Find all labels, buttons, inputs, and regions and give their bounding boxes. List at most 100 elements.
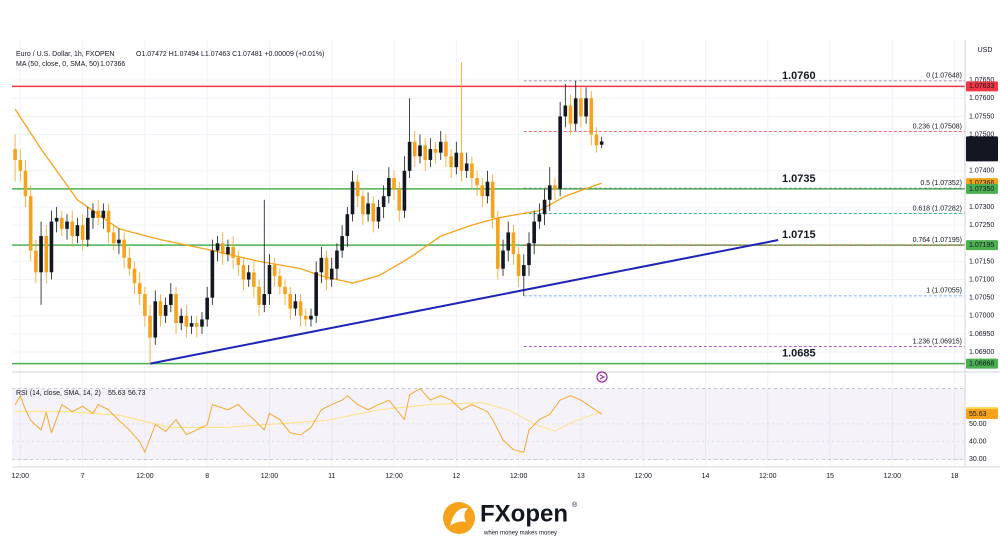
level-label: 1.0760 <box>782 70 816 82</box>
candle-body <box>568 105 573 124</box>
candle-body <box>23 170 28 197</box>
candle-body <box>553 185 557 189</box>
candle-body <box>117 239 121 244</box>
candle-body <box>278 275 282 287</box>
y-tick-label: 1.07650 <box>969 77 994 84</box>
fib-label: 0 (1.07648) <box>926 73 962 80</box>
candle-body <box>433 149 438 153</box>
y-tick-label: 1.07050 <box>969 295 994 302</box>
x-tick-label: 12:00 <box>510 473 528 480</box>
candle-body <box>194 323 199 327</box>
candle-body <box>34 250 38 273</box>
candle-body <box>501 250 505 269</box>
candle-body <box>584 98 588 117</box>
candle-body <box>215 243 220 251</box>
x-tick-label: 12:00 <box>261 473 279 480</box>
candle-body <box>283 286 287 295</box>
candle-body <box>226 246 230 255</box>
price-badge-label: 1.07366 <box>969 180 994 187</box>
candle-body <box>511 232 516 255</box>
candle-body <box>293 301 298 309</box>
candle-body <box>111 232 116 244</box>
symbol-title: Euro / U.S. Dollar, 1h, FXOPEN <box>16 51 114 58</box>
price-badge <box>966 409 998 420</box>
candle-body <box>272 265 277 276</box>
rsi-ma-line <box>15 402 602 432</box>
candle-body <box>106 210 111 233</box>
candle-body <box>428 149 433 160</box>
logo-glyph <box>450 507 468 526</box>
candle-body <box>54 217 59 222</box>
candle-body <box>599 141 604 145</box>
candle-body <box>485 181 490 197</box>
price-badge <box>966 358 998 369</box>
y-tick-label: 1.07600 <box>969 95 994 102</box>
candle-body <box>558 116 562 189</box>
candle-body <box>236 257 241 266</box>
candle-body <box>179 315 184 324</box>
fib-label: 1.236 (1.06915) <box>913 338 962 345</box>
rsi-legend-value: 55.63 <box>108 390 126 397</box>
y-tick-label: 1.07100 <box>969 276 994 283</box>
level-label: 1.0715 <box>782 229 816 241</box>
candle-body <box>122 239 126 258</box>
fib-label: 0.764 (1.07195) <box>913 237 962 244</box>
currency-label: USD <box>978 47 993 54</box>
rsi-tick-label: 50.00 <box>969 421 987 428</box>
candle-body <box>18 159 23 171</box>
candle-body <box>387 178 391 197</box>
candle-body <box>350 181 355 215</box>
brand: FXopen <box>480 500 568 527</box>
candle-body <box>381 196 386 208</box>
ma-legend-value: 1.07366 <box>100 61 125 68</box>
candle-body <box>376 207 381 222</box>
candle-body <box>490 181 495 218</box>
x-tick-label: 15 <box>826 473 834 480</box>
candle-body <box>246 272 251 280</box>
price-badge <box>966 240 998 251</box>
candle-body <box>85 217 90 240</box>
candle-body <box>127 257 132 269</box>
candle-body <box>335 250 339 269</box>
rsi-legend: RSI (14, close, SMA, 14, 2) <box>16 390 101 397</box>
candle-body <box>407 141 412 171</box>
tagline: when money makes money <box>483 531 557 537</box>
candle-body <box>542 199 547 215</box>
candle-body <box>480 185 485 197</box>
fib-label: 0.236 (1.07508) <box>913 123 962 130</box>
x-tick-label: 8 <box>205 473 209 480</box>
x-tick-label: 14 <box>702 473 710 480</box>
candle-body <box>143 294 147 316</box>
legend: Euro / U.S. Dollar, 1h, FXOPEN O1.07472 … <box>16 51 324 397</box>
candle-body <box>96 210 100 218</box>
candle-body <box>355 181 360 197</box>
candle-body <box>257 286 261 305</box>
candle-body <box>101 210 106 218</box>
candle-body <box>28 196 33 251</box>
candle-body <box>537 214 542 222</box>
x-tick-label: 12 <box>452 473 460 480</box>
candle-body <box>39 236 43 273</box>
y-tick-label: 1.07000 <box>969 313 994 320</box>
price-badge <box>966 81 998 92</box>
price-badge-label: 55.63 <box>969 411 987 418</box>
candle-body <box>573 98 578 124</box>
candle-body <box>241 265 246 280</box>
x-tick-label: 11 <box>328 473 335 480</box>
level-label: 1.0685 <box>782 348 816 360</box>
candle-body <box>132 268 137 284</box>
candle-body <box>475 178 479 186</box>
candle-body <box>449 156 453 168</box>
x-tick-label: 12:00 <box>12 473 30 480</box>
candle-body <box>371 203 376 222</box>
candle-body <box>205 297 209 320</box>
candle-body <box>438 141 443 153</box>
candle-body <box>70 221 75 237</box>
registered-mark: ® <box>572 501 578 509</box>
candle-body <box>174 294 178 324</box>
candle-body <box>418 145 422 157</box>
alert-icon <box>596 371 608 383</box>
candle-body <box>60 217 64 229</box>
candle-body <box>563 105 568 117</box>
last-time: 20:24 <box>969 153 987 160</box>
